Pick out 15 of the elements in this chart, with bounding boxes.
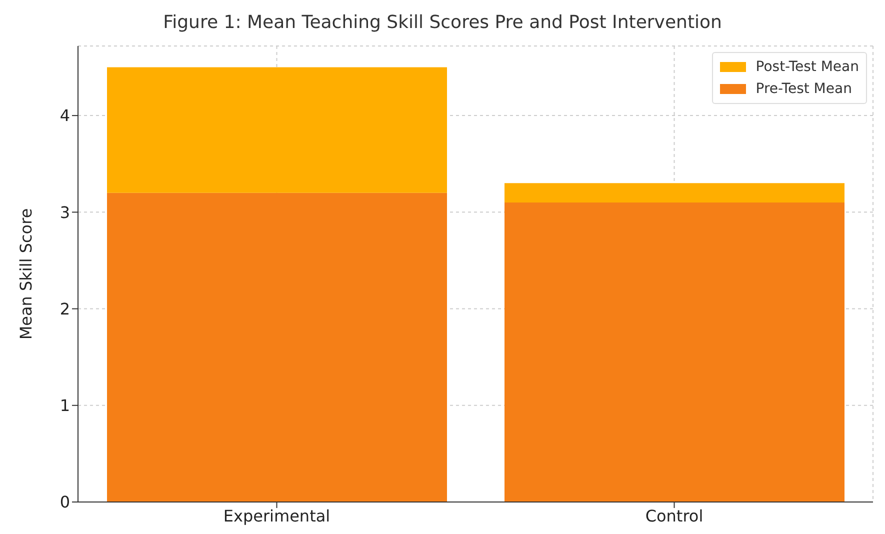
x-tick-label: Control bbox=[645, 506, 704, 526]
y-tick-label: 4 bbox=[60, 106, 70, 126]
bar bbox=[107, 67, 447, 193]
y-tick-label: 2 bbox=[60, 299, 70, 318]
y-tick-label: 0 bbox=[60, 492, 70, 512]
legend-label: Post-Test Mean bbox=[756, 59, 859, 75]
legend-label: Pre-Test Mean bbox=[756, 81, 852, 97]
bar bbox=[107, 192, 447, 502]
chart-title: Figure 1: Mean Teaching Skill Scores Pre and Post Intervention bbox=[162, 11, 723, 35]
bar bbox=[504, 202, 844, 502]
y-axis-title: Mean Skill Score bbox=[16, 208, 36, 340]
y-tick-label: 1 bbox=[60, 396, 70, 416]
bar bbox=[504, 183, 844, 203]
y-tick-label: 3 bbox=[60, 202, 70, 222]
x-tick-label: Experimental bbox=[223, 506, 330, 526]
